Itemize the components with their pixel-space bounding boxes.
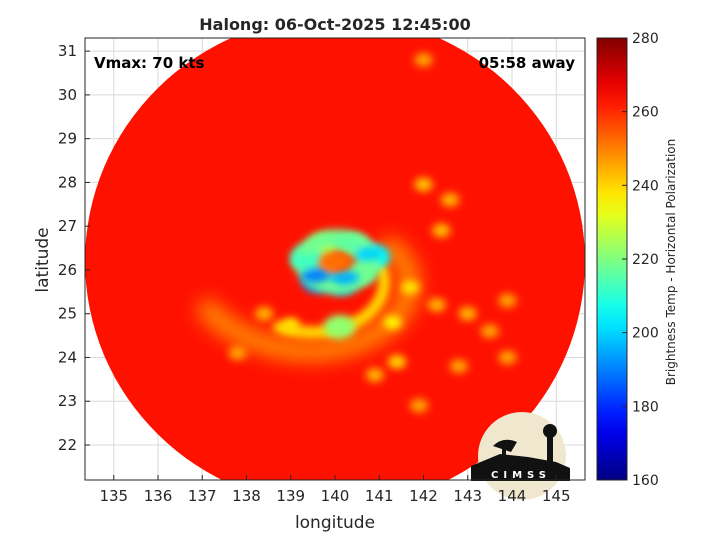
convective-cell <box>449 359 468 374</box>
eyewall-hotspot <box>301 268 329 283</box>
convective-cell <box>432 223 451 238</box>
y-tick-label: 29 <box>58 130 77 148</box>
convective-cell <box>414 177 433 192</box>
y-tick-label: 26 <box>58 261 77 279</box>
eyewall-hotspot <box>291 254 319 269</box>
logo-dish-stand <box>502 448 506 462</box>
logo-text: CIMSS <box>491 470 551 481</box>
logo-tower <box>547 437 553 465</box>
convective-cell <box>427 297 446 312</box>
convective-cell <box>458 306 477 321</box>
eyewall-hotspots <box>291 236 383 285</box>
vmax-label: Vmax: 70 kts <box>94 54 204 72</box>
colorbar-tick-label: 160 <box>632 473 659 489</box>
x-tick-label: 142 <box>409 487 438 505</box>
colorbar-tick-label: 260 <box>632 105 659 121</box>
x-tick-label: 140 <box>321 487 350 505</box>
convective-cell <box>480 324 499 339</box>
y-tick-label: 22 <box>58 436 77 454</box>
colorbar-ticks: 160 180 200 220 240 260 280 <box>622 31 659 489</box>
convective-cell <box>387 354 407 369</box>
convective-cell <box>401 280 420 295</box>
x-tick-label: 144 <box>498 487 527 505</box>
y-axis-label: latitude <box>33 227 53 292</box>
colorbar-tick-label: 200 <box>632 326 659 342</box>
x-tick-label: 138 <box>232 487 261 505</box>
chart-title: Halong: 06-Oct-2025 12:45:00 <box>199 15 470 34</box>
y-tick-label: 27 <box>58 217 77 235</box>
y-tick-label: 31 <box>58 42 77 60</box>
x-tick-label: 137 <box>188 487 217 505</box>
convective-cell <box>498 350 517 365</box>
convective-cell <box>323 314 356 339</box>
logo-dish <box>493 439 517 452</box>
cimss-logo: CIMSS <box>471 412 570 500</box>
y-tick-label: 25 <box>58 305 77 323</box>
convective-cell <box>281 317 300 332</box>
x-tick-label: 143 <box>453 487 482 505</box>
colorbar-tick-label: 280 <box>632 31 659 47</box>
colorbar-tick-label: 240 <box>632 178 659 194</box>
y-tick-label: 30 <box>58 86 77 104</box>
convective-cell <box>409 398 429 413</box>
convective-cell <box>440 192 460 207</box>
eyewall-hotspot <box>331 270 359 285</box>
colorbar-tick-label: 220 <box>632 252 659 268</box>
eyewall-hotspot <box>333 236 361 251</box>
colorbar-label: Brightness Temp - Horizontal Polarizatio… <box>664 139 678 386</box>
outer-rainband <box>197 237 421 362</box>
y-tick-label: 28 <box>58 173 77 191</box>
x-axis: 135 136 137 138 139 140 141 142 143 144 145 <box>99 475 571 505</box>
x-tick-label: 139 <box>276 487 305 505</box>
convective-cell <box>414 52 433 67</box>
inner-rainband <box>273 256 391 339</box>
x-tick-label: 145 <box>542 487 571 505</box>
swath-group <box>85 38 585 480</box>
eyewall-hotspot <box>355 246 383 261</box>
logo-tower-tank <box>543 424 557 438</box>
x-tick-label: 136 <box>144 487 173 505</box>
y-axis: 22 23 24 25 26 27 28 29 30 31 <box>58 42 90 454</box>
convective-cell <box>498 293 517 308</box>
storm-eye <box>320 251 352 272</box>
convective-cell <box>255 306 274 321</box>
y-tick-label: 24 <box>58 348 77 366</box>
x-tick-label: 135 <box>99 487 128 505</box>
y-tick-label: 23 <box>58 392 77 410</box>
time-away-label: 05:58 away <box>479 54 576 72</box>
logo-ground <box>471 454 570 481</box>
convective-cell <box>383 315 402 330</box>
x-axis-label: longitude <box>295 513 375 533</box>
colorbar-tick-label: 180 <box>632 399 659 415</box>
x-tick-label: 141 <box>365 487 394 505</box>
convective-cell <box>228 346 247 361</box>
convective-cell <box>365 367 384 382</box>
